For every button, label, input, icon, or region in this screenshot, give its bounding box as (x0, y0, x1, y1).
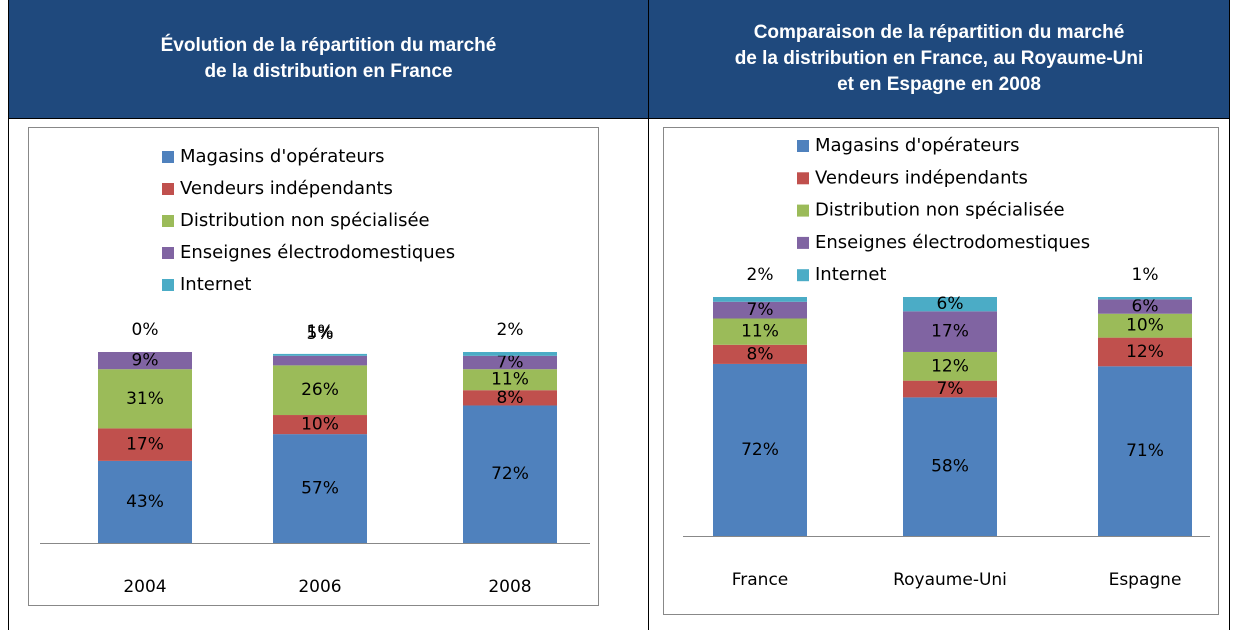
legend-swatch (797, 204, 809, 217)
bar-segment (1098, 366, 1192, 536)
legend-label: Distribution non spécialisée (180, 210, 430, 231)
data-label: 2% (747, 265, 774, 285)
bar-segment (98, 460, 192, 543)
bar-segment (463, 355, 557, 370)
bar-segment (273, 434, 367, 543)
bar-segment (463, 352, 557, 356)
x-tick-label: Royaume-Uni (893, 570, 1007, 590)
bar-segment (713, 297, 807, 302)
legend-label: Vendeurs indépendants (180, 178, 393, 199)
bar-segment (903, 311, 997, 352)
data-label: 10% (1126, 316, 1164, 336)
data-label: 7% (747, 300, 774, 320)
data-label: 17% (126, 435, 164, 455)
legend-swatch (162, 183, 174, 195)
data-label: 11% (491, 370, 529, 390)
legend-label: Internet (180, 274, 251, 295)
x-tick-label: 2004 (123, 577, 166, 597)
data-label: 5% (307, 324, 334, 344)
data-label: 6% (1132, 297, 1159, 317)
data-label: 71% (1126, 441, 1164, 461)
bar-segment (1098, 299, 1192, 314)
data-label: 12% (1126, 342, 1164, 362)
header-title: Comparaison de la répartition du marché … (649, 0, 1229, 118)
data-label: 17% (931, 322, 969, 342)
data-label: 43% (126, 492, 164, 512)
data-label: 11% (741, 322, 779, 342)
data-label: 31% (126, 389, 164, 409)
data-label: 1% (307, 322, 334, 342)
legend-swatch (162, 215, 174, 227)
legend-label: Distribution non spécialisée (815, 200, 1065, 221)
bar-segment (1098, 313, 1192, 338)
data-label: 72% (741, 440, 779, 460)
data-label: 57% (301, 479, 339, 499)
x-tick-label: 2008 (488, 577, 531, 597)
legend-swatch (797, 236, 809, 249)
bar-segment (98, 428, 192, 461)
bar-segment (713, 301, 807, 319)
legend-swatch (797, 172, 809, 185)
data-label: 58% (931, 457, 969, 477)
data-label: 7% (497, 353, 524, 373)
bar-segment (1098, 297, 1192, 300)
bar-segment (903, 380, 997, 398)
bar-segment (713, 318, 807, 345)
bar-segment (1098, 337, 1192, 367)
header-title: Évolution de la répartition du marché de… (9, 0, 648, 118)
bar-segment (463, 405, 557, 543)
legend-label: Magasins d'opérateurs (815, 135, 1020, 156)
bar-segment (713, 344, 807, 364)
x-tick-label: 2006 (298, 577, 341, 597)
x-tick-label: France (732, 570, 789, 590)
legend-label: Internet (815, 264, 886, 285)
data-label: 8% (497, 388, 524, 408)
data-label: 1% (1132, 265, 1159, 285)
data-label: 6% (937, 294, 964, 314)
chart-frame (663, 127, 1219, 615)
legend-swatch (162, 279, 174, 291)
legend-label: Magasins d'opérateurs (180, 146, 385, 167)
data-label: 12% (931, 356, 969, 376)
data-label: 2% (497, 320, 524, 340)
legend-swatch (797, 269, 809, 282)
bar-segment (903, 297, 997, 312)
chart-frame (28, 127, 599, 606)
legend-swatch (797, 140, 809, 152)
data-label: 0% (132, 320, 159, 340)
legend-label: Enseignes électrodomestiques (815, 232, 1090, 253)
data-label: 26% (301, 380, 339, 400)
bar-segment (463, 369, 557, 391)
x-tick-label: Espagne (1109, 570, 1182, 590)
data-label: 7% (937, 379, 964, 399)
bar-segment (273, 353, 367, 356)
legend-swatch (162, 247, 174, 259)
bar-segment (98, 369, 192, 429)
bar-segment (463, 390, 557, 406)
bar-segment (98, 352, 192, 370)
legend-label: Enseignes électrodomestiques (180, 242, 455, 263)
data-label: 9% (132, 351, 159, 371)
data-label: 8% (747, 344, 774, 364)
bar-segment (273, 365, 367, 416)
legend-swatch (162, 151, 174, 163)
bar-segment (273, 355, 367, 366)
bar-segment (903, 397, 997, 536)
data-label: 10% (301, 415, 339, 435)
data-label: 72% (491, 464, 529, 484)
bar-segment (273, 415, 367, 435)
bar-segment (713, 363, 807, 536)
bar-segment (903, 351, 997, 381)
legend-label: Vendeurs indépendants (815, 167, 1028, 188)
